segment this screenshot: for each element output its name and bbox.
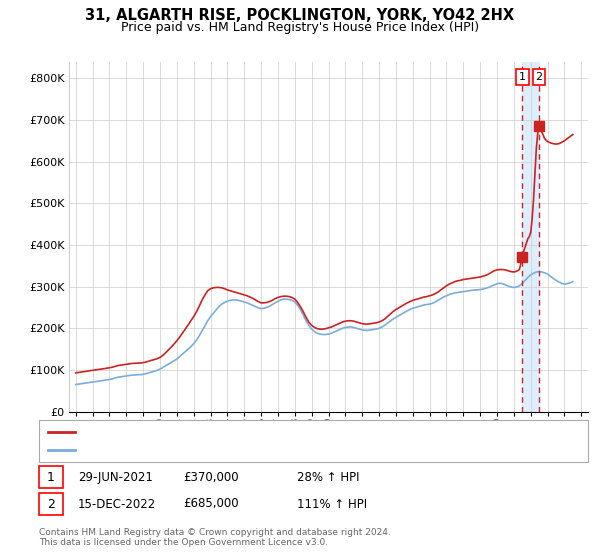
- Bar: [522, 62, 539, 412]
- Text: 15-DEC-2022: 15-DEC-2022: [78, 497, 156, 511]
- Text: 28% ↑ HPI: 28% ↑ HPI: [297, 470, 359, 484]
- Text: Price paid vs. HM Land Registry's House Price Index (HPI): Price paid vs. HM Land Registry's House …: [121, 21, 479, 34]
- Text: 2: 2: [47, 497, 55, 511]
- Text: 31, ALGARTH RISE, POCKLINGTON, YORK, YO42 2HX: 31, ALGARTH RISE, POCKLINGTON, YORK, YO4…: [85, 8, 515, 24]
- Text: 111% ↑ HPI: 111% ↑ HPI: [297, 497, 367, 511]
- Text: HPI: Average price, detached house, East Riding of Yorkshire: HPI: Average price, detached house, East…: [80, 445, 410, 455]
- Text: £685,000: £685,000: [183, 497, 239, 511]
- Text: £370,000: £370,000: [183, 470, 239, 484]
- Text: Contains HM Land Registry data © Crown copyright and database right 2024.
This d: Contains HM Land Registry data © Crown c…: [39, 528, 391, 547]
- Text: 2: 2: [536, 72, 542, 82]
- Text: 1: 1: [519, 72, 526, 82]
- Text: 31, ALGARTH RISE, POCKLINGTON, YORK, YO42 2HX (detached house): 31, ALGARTH RISE, POCKLINGTON, YORK, YO4…: [80, 427, 463, 437]
- Text: 29-JUN-2021: 29-JUN-2021: [78, 470, 153, 484]
- Text: 1: 1: [47, 470, 55, 484]
